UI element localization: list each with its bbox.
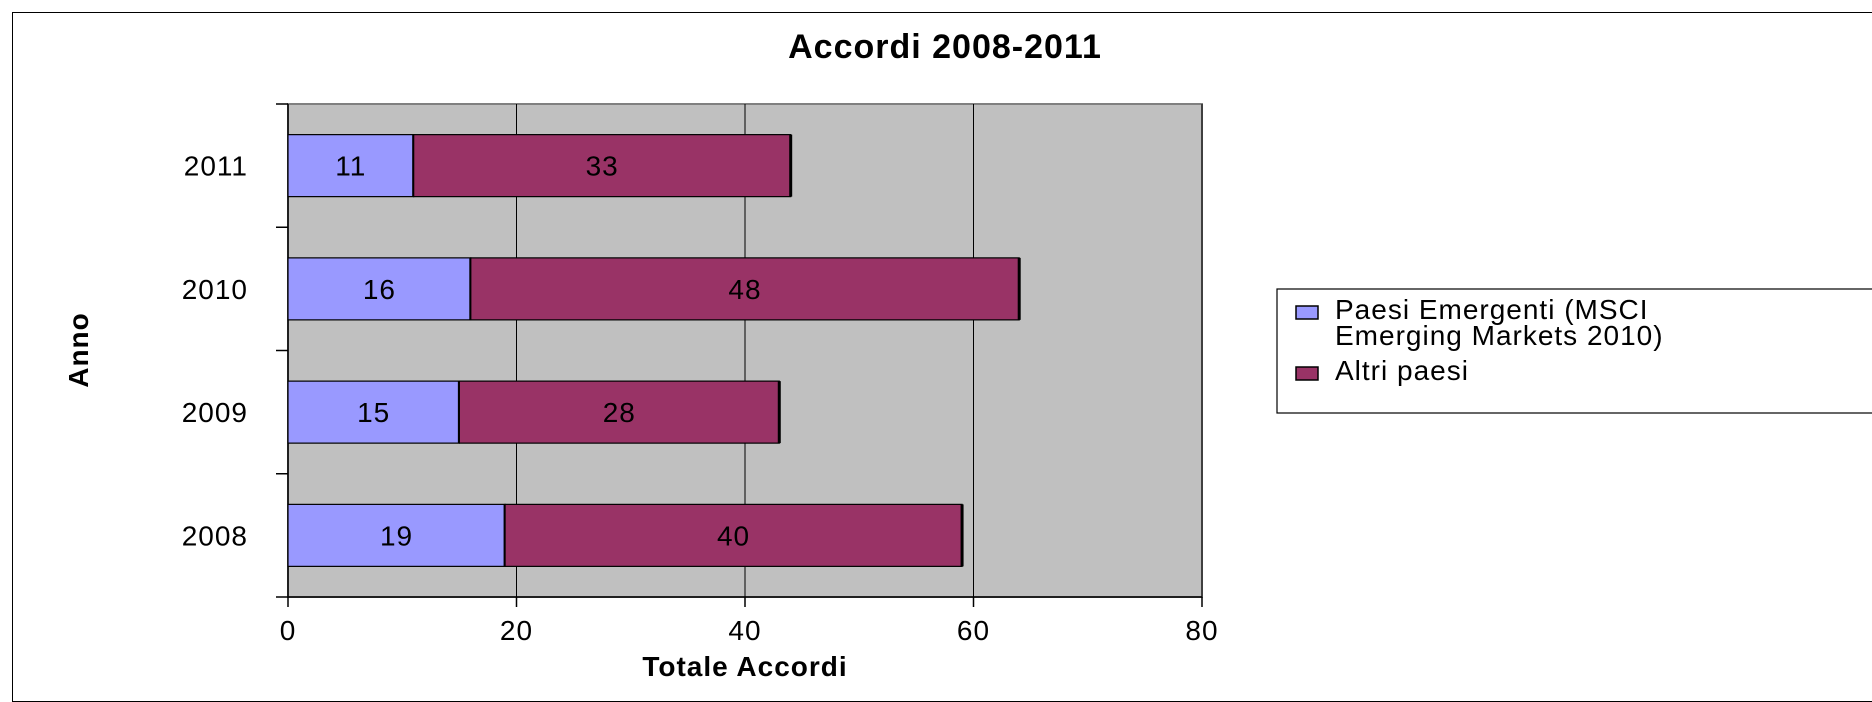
legend-swatch	[1295, 305, 1319, 320]
bar-segment	[287, 380, 460, 444]
legend-label: Paesi Emergenti (MSCI	[1335, 294, 1649, 325]
bar-data-label: 15	[357, 397, 390, 428]
y-tick-label: 2008	[182, 520, 248, 551]
chart-title: Accordi 2008-2011	[788, 28, 1102, 66]
legend-box	[1276, 288, 1872, 414]
y-axis-title: Anno	[63, 312, 94, 388]
x-axis-title: Totale Accordi	[642, 651, 847, 682]
bar-data-label: 33	[586, 151, 619, 182]
x-tick-label: 20	[500, 615, 533, 646]
legend-swatch	[1295, 366, 1319, 381]
bar-segment	[413, 134, 792, 198]
legend-label: Altri paesi	[1335, 355, 1469, 386]
y-tick-label: 2010	[182, 274, 248, 305]
legend-label: Emerging Markets 2010)	[1335, 320, 1664, 351]
x-tick-label: 0	[280, 615, 297, 646]
y-tick-label: 2011	[184, 151, 248, 182]
x-tick-label: 80	[1185, 615, 1218, 646]
x-tick-label: 60	[957, 615, 990, 646]
bar-data-label: 16	[363, 274, 396, 305]
bar-segment	[287, 134, 415, 198]
x-tick-label: 40	[728, 615, 761, 646]
bar-data-label: 11	[335, 151, 366, 182]
y-tick-label: 2009	[182, 397, 248, 428]
bar-segment	[470, 257, 1020, 321]
bar-segment	[287, 503, 506, 567]
bar-data-label: 19	[380, 520, 413, 551]
plot-area: 0 20 40 60 80 2011 11 33 2010 16 48 2009 15 28 2008 19 4…	[182, 103, 1218, 646]
bar-data-label: 28	[603, 397, 636, 428]
bar-data-label: 40	[717, 520, 750, 551]
bar-segment	[458, 380, 780, 444]
bar-segment	[504, 503, 963, 567]
bar-data-label: 48	[728, 274, 761, 305]
bar-segment	[287, 257, 472, 321]
